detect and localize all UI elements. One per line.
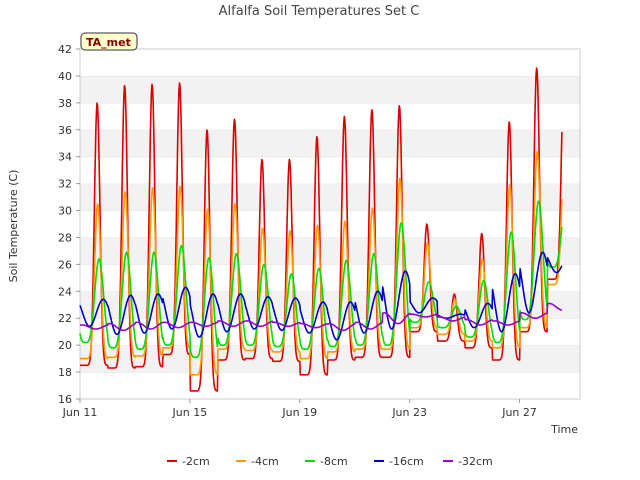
grid-band: [80, 264, 580, 292]
y-tick-label: 36: [58, 124, 72, 137]
station-badge-label: TA_met: [86, 36, 131, 49]
legend-label: -8cm: [320, 455, 348, 468]
x-tick-label: Jun 27: [501, 406, 537, 419]
y-tick-label: 40: [58, 70, 72, 83]
grid-bands: [80, 48, 580, 399]
y-tick-label: 30: [58, 205, 72, 218]
x-axis-label: Time: [550, 423, 578, 436]
grid-band: [80, 156, 580, 184]
grid-band: [80, 129, 580, 157]
grid-band: [80, 183, 580, 211]
grid-band: [80, 102, 580, 130]
series-line-minus-4cm: [79, 150, 563, 376]
legend-label: -16cm: [389, 455, 424, 468]
x-axis-ticks: Jun 11 Jun 15 Jun 19 Jun 23 Jun 27: [62, 399, 537, 419]
legend-label: -2cm: [182, 455, 210, 468]
y-tick-label: 24: [58, 285, 72, 298]
series-line-minus-32cm: [79, 302, 563, 332]
grid-band: [80, 372, 580, 399]
legend-label: -4cm: [251, 455, 279, 468]
y-tick-label: 42: [58, 43, 72, 56]
grid-band: [80, 237, 580, 265]
grid-band: [80, 75, 580, 103]
grid-band: [80, 49, 580, 76]
x-tick-label: Jun 15: [172, 406, 208, 419]
station-badge: TA_met: [80, 32, 138, 51]
y-tick-label: 28: [58, 231, 72, 244]
legend: -2cm -4cm -8cm -16cm -32cm: [167, 455, 493, 468]
series-line-minus-8cm: [79, 200, 563, 359]
x-tick-label: Jun 19: [281, 406, 317, 419]
legend-label: -32cm: [458, 455, 493, 468]
chart-title: Alfalfa Soil Temperatures Set C: [219, 4, 420, 19]
y-tick-label: 16: [58, 393, 72, 406]
series-line-minus-16cm: [79, 251, 563, 341]
y-tick-label: 26: [58, 258, 72, 271]
series-layer: [79, 67, 563, 392]
station-badge-box: [80, 32, 138, 51]
y-tick-label: 20: [58, 339, 72, 352]
y-tick-label: 22: [58, 312, 72, 325]
y-axis-label: Soil Temperature (C): [7, 170, 20, 283]
y-tick-label: 32: [58, 178, 72, 191]
y-tick-label: 34: [58, 151, 72, 164]
grid-band: [80, 210, 580, 238]
plot-area: [79, 48, 581, 400]
x-tick-label: Jun 11: [62, 406, 98, 419]
y-axis-ticks: 16 18 20 22 24 26 28 30 32 34 36 38 40 42: [58, 43, 80, 406]
x-tick-label: Jun 23: [391, 406, 427, 419]
y-tick-label: 38: [58, 97, 72, 110]
grid-band: [80, 345, 580, 373]
y-tick-label: 18: [58, 366, 72, 379]
